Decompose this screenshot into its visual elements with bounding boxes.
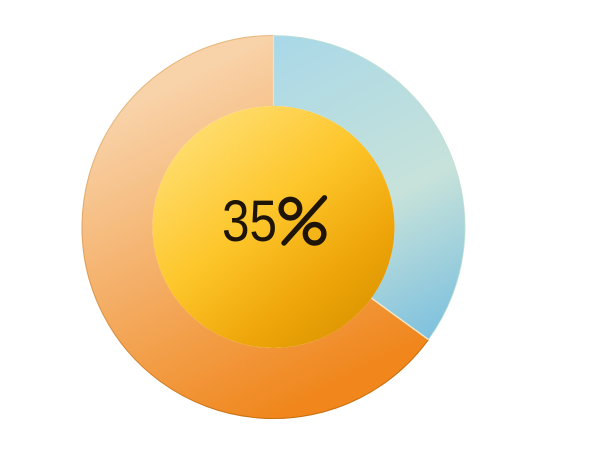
svg-text:35: 35 [222,189,277,254]
